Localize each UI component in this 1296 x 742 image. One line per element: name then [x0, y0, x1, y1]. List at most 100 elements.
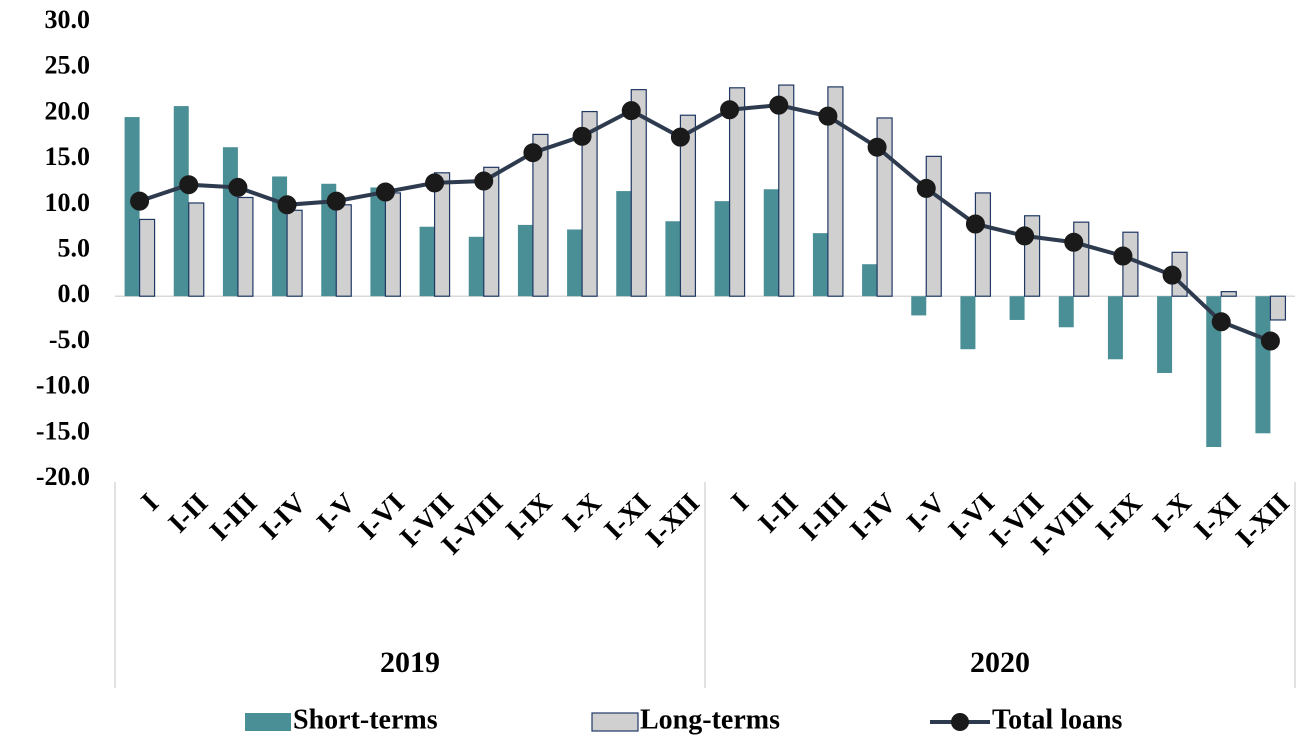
- bar: [911, 296, 927, 316]
- bar: [1269, 295, 1287, 321]
- bar: [728, 87, 746, 297]
- bar: [862, 264, 878, 297]
- bar: [679, 114, 697, 297]
- point: [769, 95, 789, 115]
- bar: [974, 192, 992, 297]
- bar: [1220, 291, 1237, 297]
- y-tick-label: 0.0: [58, 279, 91, 308]
- bar: [581, 110, 598, 297]
- x-tick-label: I-IX: [500, 488, 558, 546]
- x-tick-label: I-IX: [1090, 488, 1148, 546]
- bar: [1157, 296, 1173, 373]
- bar: [370, 187, 386, 297]
- point: [1015, 226, 1035, 246]
- bar: [272, 176, 288, 297]
- bar: [384, 192, 402, 297]
- x-tick-label: I-III: [204, 488, 263, 547]
- legend-swatch: [245, 713, 291, 731]
- legend-label: Short-terms: [293, 704, 438, 735]
- bar: [714, 201, 730, 297]
- point: [179, 175, 199, 195]
- point: [1162, 265, 1182, 285]
- bar: [173, 106, 189, 297]
- point: [867, 137, 887, 157]
- point: [326, 191, 346, 211]
- point: [474, 171, 494, 191]
- bar: [222, 147, 238, 297]
- bar: [1255, 296, 1271, 434]
- y-tick-label: 20.0: [45, 96, 91, 125]
- bar: [237, 196, 254, 297]
- group-label: 2020: [970, 646, 1030, 679]
- bar: [1206, 296, 1222, 448]
- y-tick-label: -15.0: [36, 416, 90, 445]
- y-tick-label: 5.0: [58, 233, 91, 262]
- x-tick-label: I-X: [557, 488, 608, 539]
- bar: [483, 166, 500, 297]
- y-tick-label: -10.0: [36, 371, 90, 400]
- x-tick-label: I: [725, 488, 755, 518]
- bar: [1058, 296, 1074, 328]
- bar: [763, 189, 779, 297]
- bar: [138, 218, 156, 297]
- x-tick-label: I-XII: [640, 488, 706, 554]
- bar: [335, 204, 352, 297]
- legend-swatch: [591, 712, 639, 732]
- x-tick-label: I-XII: [1230, 488, 1296, 554]
- point: [720, 100, 740, 120]
- point: [1064, 232, 1084, 252]
- bar: [517, 224, 533, 297]
- point: [130, 191, 150, 211]
- bar: [827, 86, 844, 297]
- point: [1260, 331, 1280, 351]
- legend-swatch: [951, 713, 969, 731]
- x-tick-label: I-IV: [254, 488, 312, 546]
- x-tick-label: I-III: [794, 488, 853, 547]
- x-tick-label: I-II: [163, 488, 215, 540]
- bar: [321, 183, 337, 297]
- bar: [630, 89, 647, 297]
- bar: [286, 209, 303, 297]
- y-tick-label: 15.0: [45, 142, 91, 171]
- y-tick-label: -5.0: [49, 325, 90, 354]
- bar: [188, 202, 205, 297]
- y-tick-label: 10.0: [45, 188, 91, 217]
- point: [1211, 312, 1231, 332]
- bar: [468, 236, 484, 297]
- y-tick-label: 25.0: [45, 51, 91, 80]
- x-tick-label: I-V: [901, 488, 952, 539]
- point: [965, 214, 985, 234]
- bar: [665, 221, 681, 297]
- bar: [567, 229, 583, 297]
- bar: [616, 191, 632, 297]
- point: [277, 195, 297, 215]
- x-tick-label: I: [135, 488, 165, 518]
- x-tick-label: I-IV: [844, 488, 902, 546]
- bar: [419, 226, 435, 297]
- x-tick-label: I-V: [311, 488, 362, 539]
- legend-label: Total loans: [992, 704, 1123, 735]
- bar: [1107, 296, 1123, 360]
- bar: [532, 133, 549, 297]
- bar: [1009, 296, 1025, 320]
- bar: [433, 172, 451, 297]
- bar: [960, 296, 976, 350]
- bar: [812, 233, 828, 297]
- point: [670, 127, 690, 147]
- bar: [925, 155, 942, 297]
- line: [138, 103, 1272, 343]
- point: [375, 182, 395, 202]
- y-tick-label: 30.0: [45, 5, 91, 34]
- point: [228, 177, 248, 197]
- point: [523, 143, 543, 163]
- group-label: 2019: [380, 646, 440, 679]
- x-tick-label: I-II: [753, 488, 805, 540]
- point: [916, 178, 936, 198]
- bar: [778, 84, 795, 297]
- point: [425, 173, 445, 193]
- y-tick-label: -20.0: [36, 462, 90, 491]
- point: [818, 106, 838, 126]
- point: [621, 101, 641, 121]
- bar: [876, 117, 893, 297]
